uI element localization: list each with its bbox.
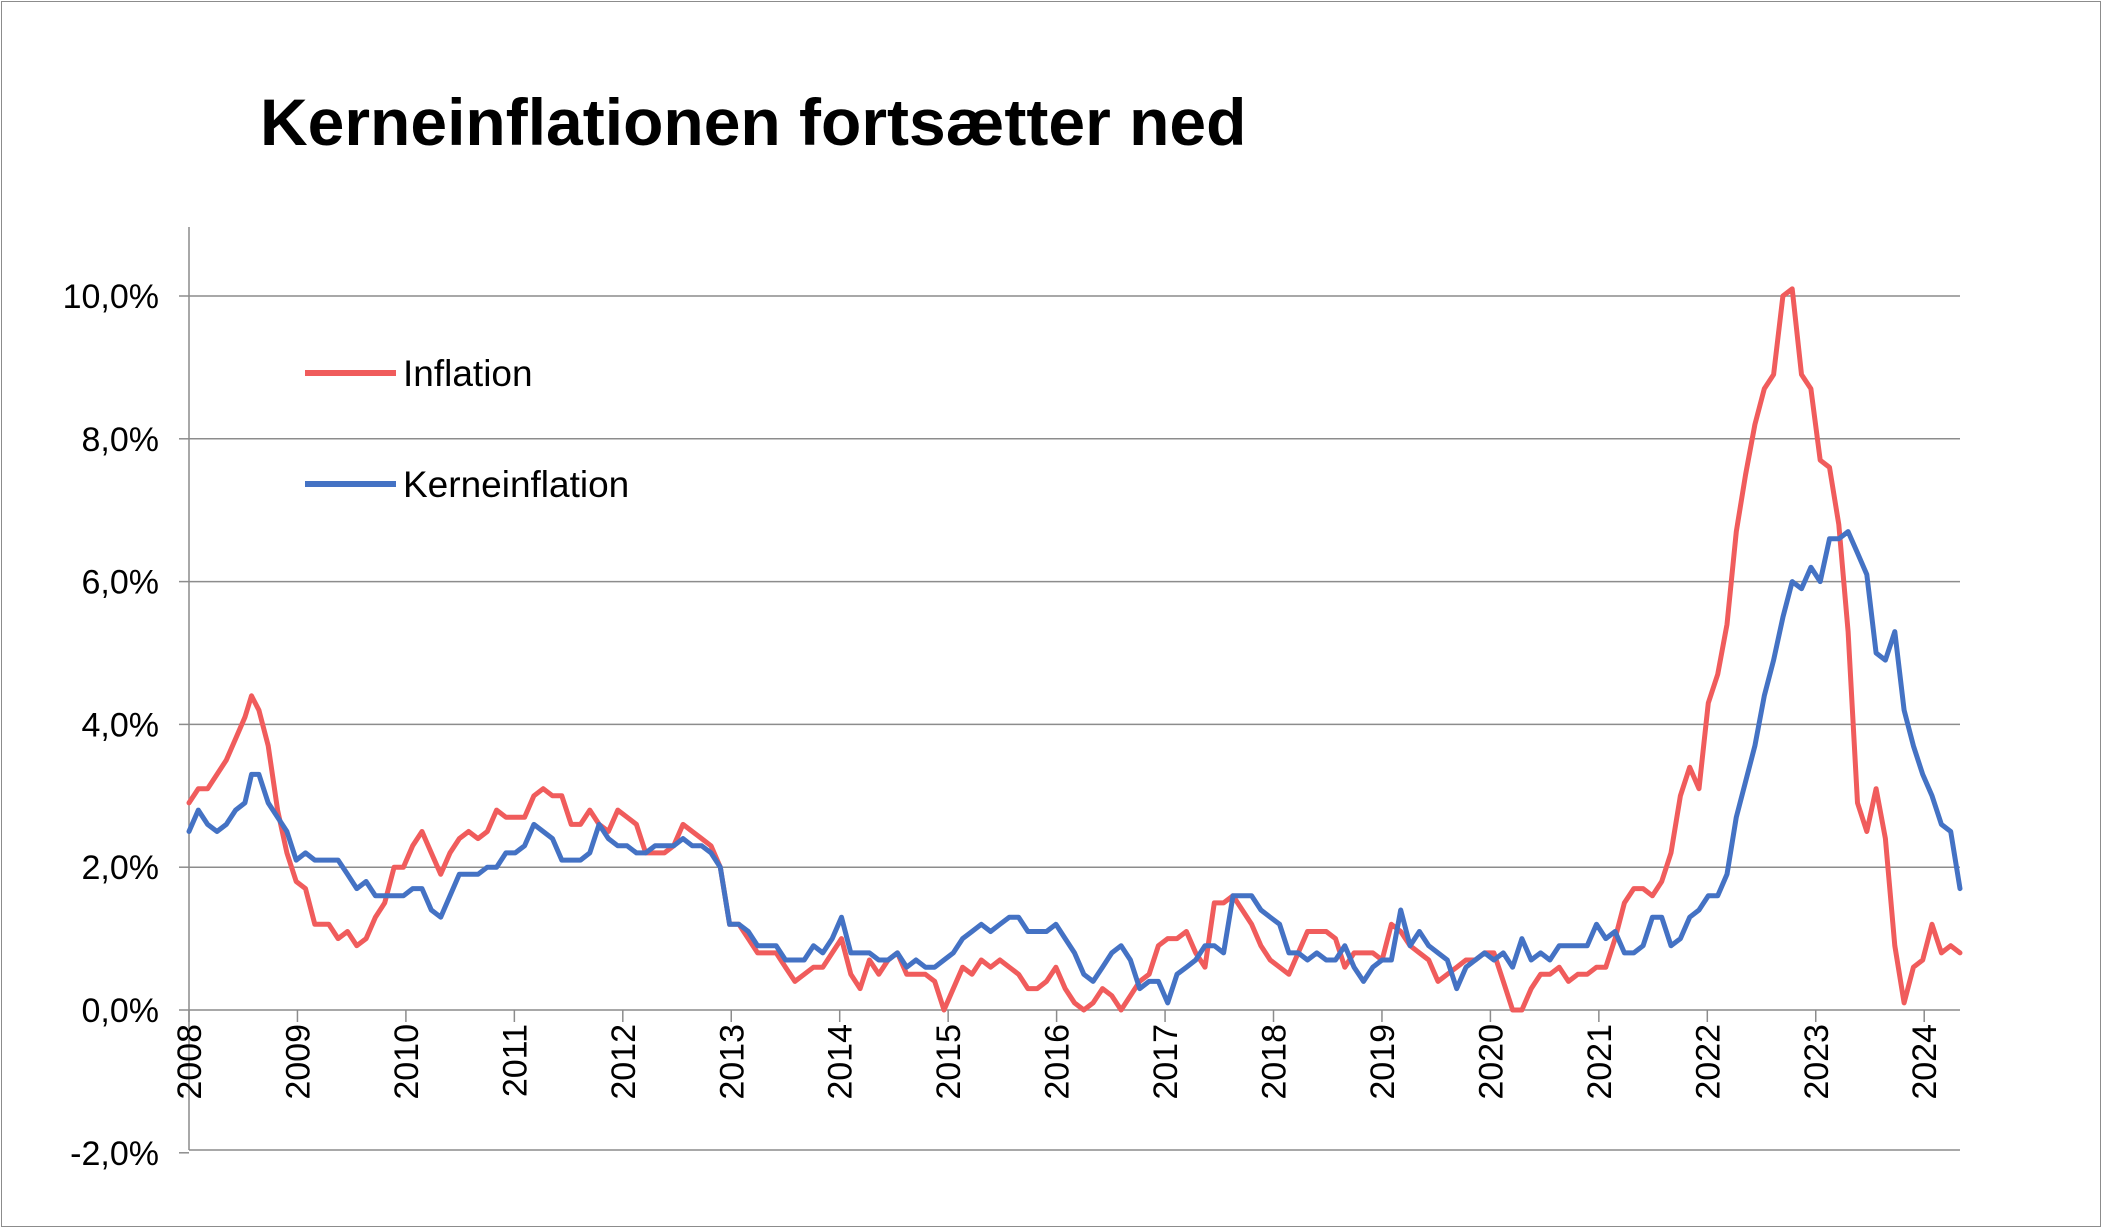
- x-tick-label: 2009: [279, 1024, 317, 1100]
- y-tick-label: 6,0%: [82, 564, 160, 602]
- legend: Inflation Kerneinflation: [305, 353, 629, 505]
- x-tick-label: 2014: [822, 1024, 860, 1100]
- x-tick-label: 2024: [1906, 1024, 1944, 1100]
- x-tick-label: 2022: [1689, 1024, 1727, 1100]
- x-tick-label: 2021: [1581, 1024, 1619, 1100]
- x-tick-label: 2008: [171, 1024, 209, 1100]
- x-tick-label: 2016: [1039, 1024, 1077, 1100]
- y-tick-label: 2,0%: [82, 849, 160, 887]
- series-lines: [186, 286, 1963, 1013]
- x-tick-label: 2023: [1798, 1024, 1836, 1100]
- y-tick-label: 0,0%: [82, 992, 160, 1030]
- legend-label-kerneinflation: Kerneinflation: [403, 464, 629, 505]
- x-tick-label: 2020: [1472, 1024, 1510, 1100]
- y-tick-labels: -2,0% 0,0% 2,0% 4,0% 6,0% 8,0% 10,0%: [63, 278, 159, 1173]
- x-tick-label: 2010: [388, 1024, 426, 1100]
- y-tick-label: 8,0%: [82, 421, 160, 459]
- chart-title: Kerneinflationen fortsætter ned: [260, 85, 1247, 159]
- y-tick-label: -2,0%: [70, 1135, 159, 1173]
- x-tick-label: 2013: [713, 1024, 751, 1100]
- x-tick-label: 2017: [1147, 1024, 1185, 1100]
- axes: [179, 227, 1960, 1154]
- series-line-inflation: [186, 286, 1963, 1013]
- x-tick-label: 2011: [496, 1024, 534, 1097]
- x-tick-label: 2015: [930, 1024, 968, 1100]
- legend-label-inflation: Inflation: [403, 353, 533, 394]
- x-tick-labels: 2008 2009 2010 2011 2012 2013 2014 2015 2016 2017…: [171, 1024, 1944, 1100]
- y-tick-label: 4,0%: [82, 706, 160, 744]
- y-tick-label: 10,0%: [63, 278, 159, 316]
- x-tick-label: 2018: [1256, 1024, 1294, 1100]
- x-tick-label: 2012: [605, 1024, 643, 1100]
- x-tick-label: 2019: [1364, 1024, 1402, 1100]
- series-line-kerneinflation: [186, 529, 1963, 1006]
